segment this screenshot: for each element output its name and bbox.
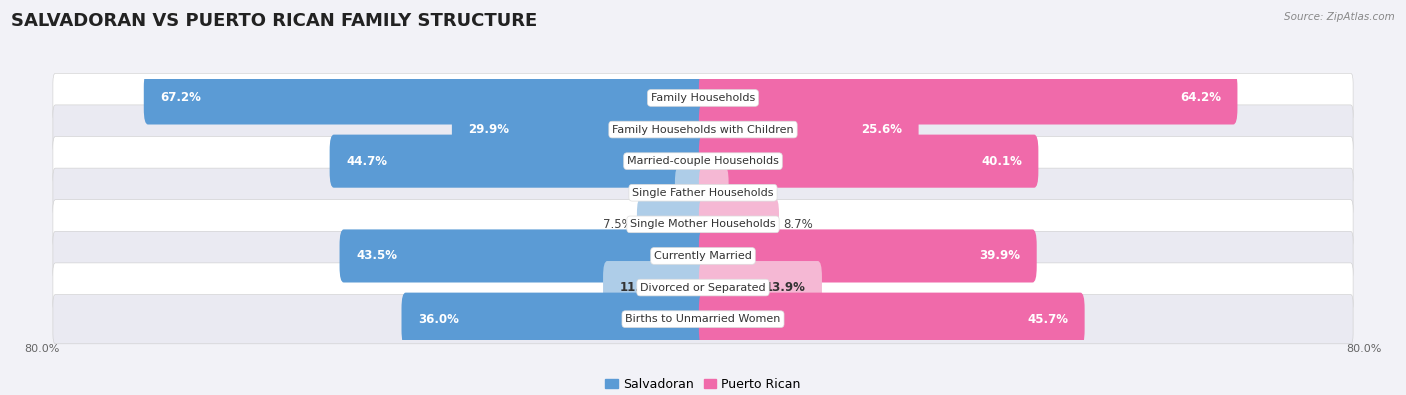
FancyBboxPatch shape xyxy=(699,103,918,156)
Text: 7.5%: 7.5% xyxy=(603,218,633,231)
Text: Divorced or Separated: Divorced or Separated xyxy=(640,282,766,293)
Text: 11.6%: 11.6% xyxy=(620,281,661,294)
FancyBboxPatch shape xyxy=(699,229,1036,282)
Text: 2.9%: 2.9% xyxy=(641,186,671,199)
FancyBboxPatch shape xyxy=(402,293,707,346)
Text: 45.7%: 45.7% xyxy=(1028,313,1069,325)
FancyBboxPatch shape xyxy=(675,166,707,219)
FancyBboxPatch shape xyxy=(603,261,707,314)
Text: 39.9%: 39.9% xyxy=(979,250,1021,262)
FancyBboxPatch shape xyxy=(53,105,1353,154)
Text: SALVADORAN VS PUERTO RICAN FAMILY STRUCTURE: SALVADORAN VS PUERTO RICAN FAMILY STRUCT… xyxy=(11,12,537,30)
FancyBboxPatch shape xyxy=(699,261,823,314)
Text: 36.0%: 36.0% xyxy=(418,313,458,325)
Text: 2.6%: 2.6% xyxy=(733,186,762,199)
FancyBboxPatch shape xyxy=(637,198,707,251)
Text: Single Father Households: Single Father Households xyxy=(633,188,773,198)
FancyBboxPatch shape xyxy=(53,168,1353,217)
FancyBboxPatch shape xyxy=(699,166,728,219)
FancyBboxPatch shape xyxy=(53,231,1353,280)
FancyBboxPatch shape xyxy=(699,293,1084,346)
Legend: Salvadoran, Puerto Rican: Salvadoran, Puerto Rican xyxy=(606,378,800,391)
Text: 40.1%: 40.1% xyxy=(981,155,1022,167)
FancyBboxPatch shape xyxy=(53,295,1353,344)
FancyBboxPatch shape xyxy=(339,229,707,282)
FancyBboxPatch shape xyxy=(699,135,1039,188)
Text: Family Households: Family Households xyxy=(651,93,755,103)
FancyBboxPatch shape xyxy=(53,263,1353,312)
Text: 44.7%: 44.7% xyxy=(346,155,387,167)
FancyBboxPatch shape xyxy=(329,135,707,188)
Text: 25.6%: 25.6% xyxy=(860,123,903,136)
Text: 8.7%: 8.7% xyxy=(783,218,813,231)
Text: Births to Unmarried Women: Births to Unmarried Women xyxy=(626,314,780,324)
Text: 13.9%: 13.9% xyxy=(765,281,806,294)
Text: Single Mother Households: Single Mother Households xyxy=(630,219,776,229)
Text: 64.2%: 64.2% xyxy=(1180,92,1220,104)
FancyBboxPatch shape xyxy=(53,137,1353,186)
FancyBboxPatch shape xyxy=(699,198,779,251)
FancyBboxPatch shape xyxy=(699,71,1237,124)
Text: 67.2%: 67.2% xyxy=(160,92,201,104)
Text: Married-couple Households: Married-couple Households xyxy=(627,156,779,166)
Text: Source: ZipAtlas.com: Source: ZipAtlas.com xyxy=(1284,12,1395,22)
Text: 43.5%: 43.5% xyxy=(356,250,396,262)
FancyBboxPatch shape xyxy=(53,200,1353,249)
FancyBboxPatch shape xyxy=(143,71,707,124)
Text: Currently Married: Currently Married xyxy=(654,251,752,261)
Text: 29.9%: 29.9% xyxy=(468,123,509,136)
Text: Family Households with Children: Family Households with Children xyxy=(612,124,794,135)
FancyBboxPatch shape xyxy=(53,73,1353,122)
FancyBboxPatch shape xyxy=(451,103,707,156)
